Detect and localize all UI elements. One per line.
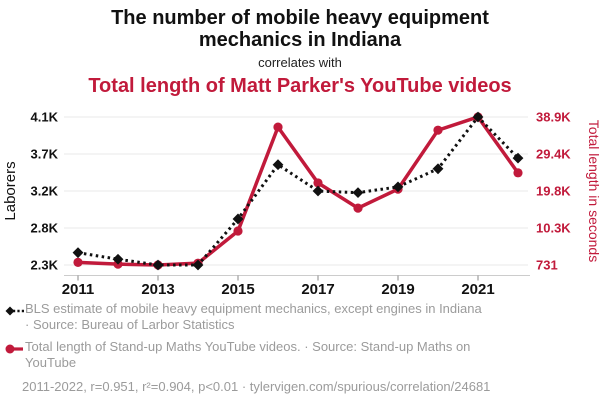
legend-entry-youtube: Total length of Stand-up Maths YouTube v… bbox=[5, 339, 595, 371]
left-axis-title: Laborers bbox=[2, 161, 19, 220]
series-laborers-marker bbox=[472, 111, 484, 123]
legend-line: YouTube bbox=[25, 355, 77, 370]
series-laborers-marker bbox=[152, 259, 164, 271]
series-seconds-marker bbox=[433, 125, 443, 135]
series-seconds-marker bbox=[273, 122, 283, 132]
legend-text-youtube: Total length of Stand-up Maths YouTube v… bbox=[25, 339, 470, 371]
left-tick-label: 2.3K bbox=[31, 258, 59, 273]
left-tick-label: 3.2K bbox=[31, 184, 59, 199]
series-laborers-marker bbox=[232, 213, 244, 225]
series-laborers-marker bbox=[432, 163, 444, 175]
left-tick-label: 2.8K bbox=[31, 221, 59, 236]
series-laborers-marker bbox=[512, 152, 524, 164]
legend-text-laborers: BLS estimate of mobile heavy equipment m… bbox=[25, 301, 482, 333]
right-tick-label: 731 bbox=[536, 258, 558, 273]
series-laborers-marker bbox=[352, 187, 364, 199]
series-seconds-marker bbox=[233, 226, 243, 236]
correlation-chart: 2.3K 731 2.8K 10.3K 3.2K 19.8K 3.7K 29.4K 4.1K 38… bbox=[2, 110, 600, 299]
secondary-title: Total length of Matt Parker's YouTube vi… bbox=[88, 75, 512, 97]
legend-line: · Source: Bureau of Larbor Statistics bbox=[25, 317, 235, 332]
right-tick-label: 10.3K bbox=[536, 221, 571, 236]
correlates-with-label: correlates with bbox=[258, 55, 342, 70]
x-tick-label: 2021 bbox=[461, 281, 494, 298]
right-tick-label: 38.9K bbox=[536, 110, 571, 125]
right-axis-title: Total length in seconds bbox=[586, 120, 600, 262]
x-tick-label: 2017 bbox=[301, 281, 334, 298]
series-seconds-marker bbox=[313, 178, 323, 188]
x-tick-label: 2011 bbox=[62, 281, 95, 298]
left-tick-label: 3.7K bbox=[31, 147, 59, 162]
legend-line: BLS estimate of mobile heavy equipment m… bbox=[25, 301, 482, 316]
series-seconds-marker bbox=[353, 203, 363, 213]
right-tick-label: 19.8K bbox=[536, 184, 571, 199]
series-laborers-marker bbox=[72, 247, 84, 259]
x-tick-label: 2015 bbox=[221, 281, 254, 298]
legend-line: Total length of Stand-up Maths YouTube v… bbox=[25, 339, 471, 354]
legend-entry-laborers: BLS estimate of mobile heavy equipment m… bbox=[5, 301, 595, 333]
left-tick-label: 4.1K bbox=[31, 110, 59, 125]
series-laborers-marker bbox=[392, 181, 404, 193]
stats-and-source-note: 2011-2022, r=0.951, r²=0.904, p<0.01 · t… bbox=[22, 379, 491, 394]
circle-solid-legend-icon bbox=[5, 339, 25, 371]
series-seconds-marker bbox=[73, 257, 83, 268]
series-laborers-line bbox=[77, 114, 520, 267]
x-tick-label: 2019 bbox=[381, 281, 414, 298]
series-laborers-marker bbox=[312, 185, 324, 197]
series-laborers-marker bbox=[272, 159, 284, 171]
series-seconds-marker bbox=[513, 168, 523, 178]
right-tick-label: 29.4K bbox=[536, 147, 571, 162]
x-tick-label: 2013 bbox=[141, 281, 174, 298]
page-title: The number of mobile heavy equipment mec… bbox=[111, 7, 489, 51]
diamond-dotted-legend-icon bbox=[5, 301, 25, 333]
